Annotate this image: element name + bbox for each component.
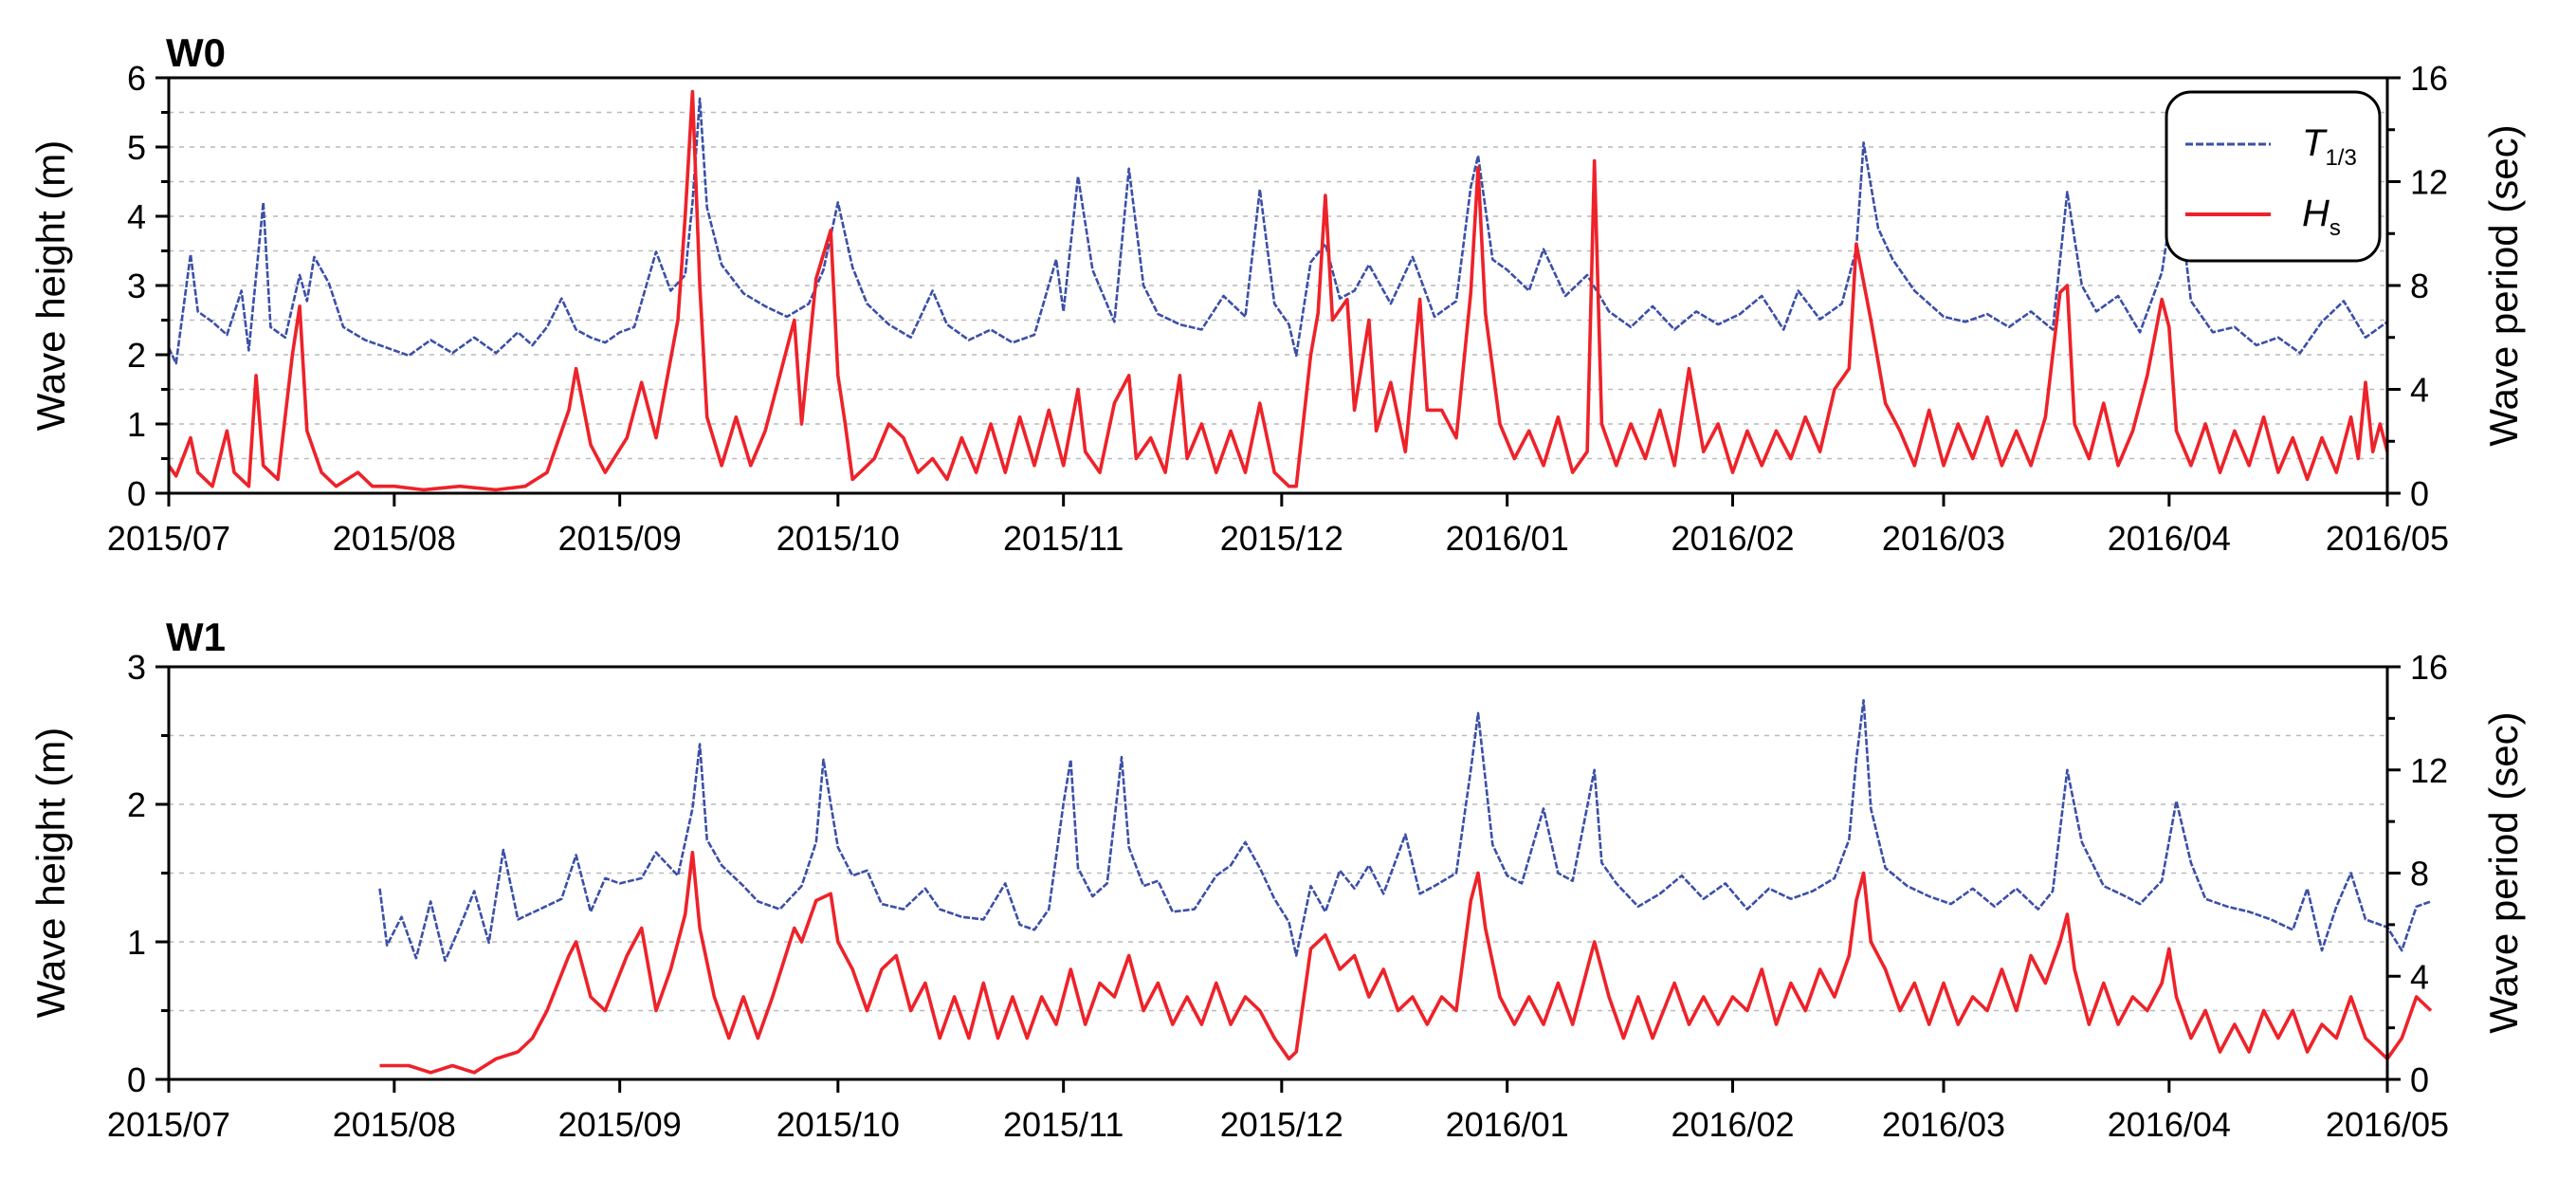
series-layer	[378, 699, 2433, 1075]
series-line-hs	[379, 851, 2433, 1075]
y-left-tick-label: 0	[127, 1060, 146, 1099]
x-tick-label: 2015/10	[776, 519, 900, 558]
legend-label-h: Hs	[2302, 193, 2341, 241]
x-tick-label: 2016/02	[1671, 519, 1794, 558]
x-tick-label: 2015/08	[333, 519, 456, 558]
y-right-tick-label: 12	[2410, 163, 2448, 202]
x-tick-label: 2016/05	[2326, 519, 2449, 558]
series-line-hs	[167, 89, 2389, 492]
y-right-tick-label: 16	[2410, 59, 2448, 98]
y-left-tick-label: 4	[127, 197, 146, 236]
y-left-tick-label: 3	[127, 267, 146, 305]
x-tick-label: 2015/07	[107, 519, 230, 558]
x-tick-label: 2016/03	[1882, 1105, 2005, 1144]
legend: T1/3 Hs	[2165, 90, 2382, 263]
y-right-tick-label: 4	[2410, 371, 2429, 410]
legend-label-t-sub: 1/3	[2325, 145, 2356, 171]
y-right-tick-label: 16	[2410, 648, 2448, 687]
y-left-tick-label: 0	[127, 474, 146, 513]
grid	[169, 734, 2387, 1012]
y-left-tick-label: 5	[127, 128, 146, 167]
y-left-tick-label: 1	[127, 923, 146, 962]
x-tick-label: 2015/12	[1220, 1105, 1343, 1144]
y-right-tick-label: 8	[2410, 855, 2429, 893]
legend-box	[2165, 90, 2382, 263]
series-line-t13	[378, 699, 2432, 963]
x-tick-label: 2015/09	[558, 519, 682, 558]
series-layer	[167, 89, 2389, 492]
x-tick-label: 2015/11	[1003, 1105, 1124, 1144]
legend-label-h-sub: s	[2329, 215, 2341, 241]
y-right-label: Wave period (sec)	[2481, 711, 2526, 1033]
x-tick-label: 2015/07	[107, 1105, 230, 1144]
y-left-tick-label: 2	[127, 336, 146, 375]
x-tick-label: 2016/05	[2326, 1105, 2449, 1144]
legend-label-h-main: H	[2302, 193, 2329, 234]
legend-label-t-main: T	[2302, 122, 2328, 164]
grid	[169, 111, 2387, 460]
x-tick-label: 2016/01	[1446, 519, 1569, 558]
y-right-label: Wave period (sec)	[2481, 124, 2526, 446]
x-tick-label: 2016/02	[1671, 1105, 1794, 1144]
y-left-label: Wave height (m)	[28, 140, 73, 432]
x-tick-label: 2015/09	[558, 1105, 682, 1144]
y-left-tick-label: 2	[127, 785, 146, 824]
y-left-tick-label: 1	[127, 405, 146, 444]
x-tick-label: 2015/12	[1220, 519, 1343, 558]
y-left-label: Wave height (m)	[28, 727, 73, 1019]
x-tick-label: 2015/10	[776, 1105, 900, 1144]
y-right-tick-label: 0	[2410, 474, 2429, 513]
x-tick-label: 2016/04	[2108, 519, 2231, 558]
y-right-tick-label: 8	[2410, 267, 2429, 305]
y-left-tick-label: 6	[127, 59, 146, 98]
series-line-t13	[167, 97, 2388, 365]
y-right-tick-label: 4	[2410, 957, 2429, 996]
y-left-tick-label: 3	[127, 648, 146, 687]
x-tick-label: 2016/03	[1882, 519, 2005, 558]
y-right-tick-label: 12	[2410, 751, 2448, 790]
x-tick-label: 2015/08	[333, 1105, 456, 1144]
x-tick-label: 2016/04	[2108, 1105, 2231, 1144]
x-tick-label: 2015/11	[1003, 519, 1124, 558]
panel-label: W0	[166, 30, 226, 75]
y-right-tick-label: 0	[2410, 1060, 2429, 1099]
panel-label: W1	[166, 615, 226, 659]
x-tick-label: 2016/01	[1446, 1105, 1569, 1144]
legend-label-t: T1/3	[2302, 122, 2357, 171]
